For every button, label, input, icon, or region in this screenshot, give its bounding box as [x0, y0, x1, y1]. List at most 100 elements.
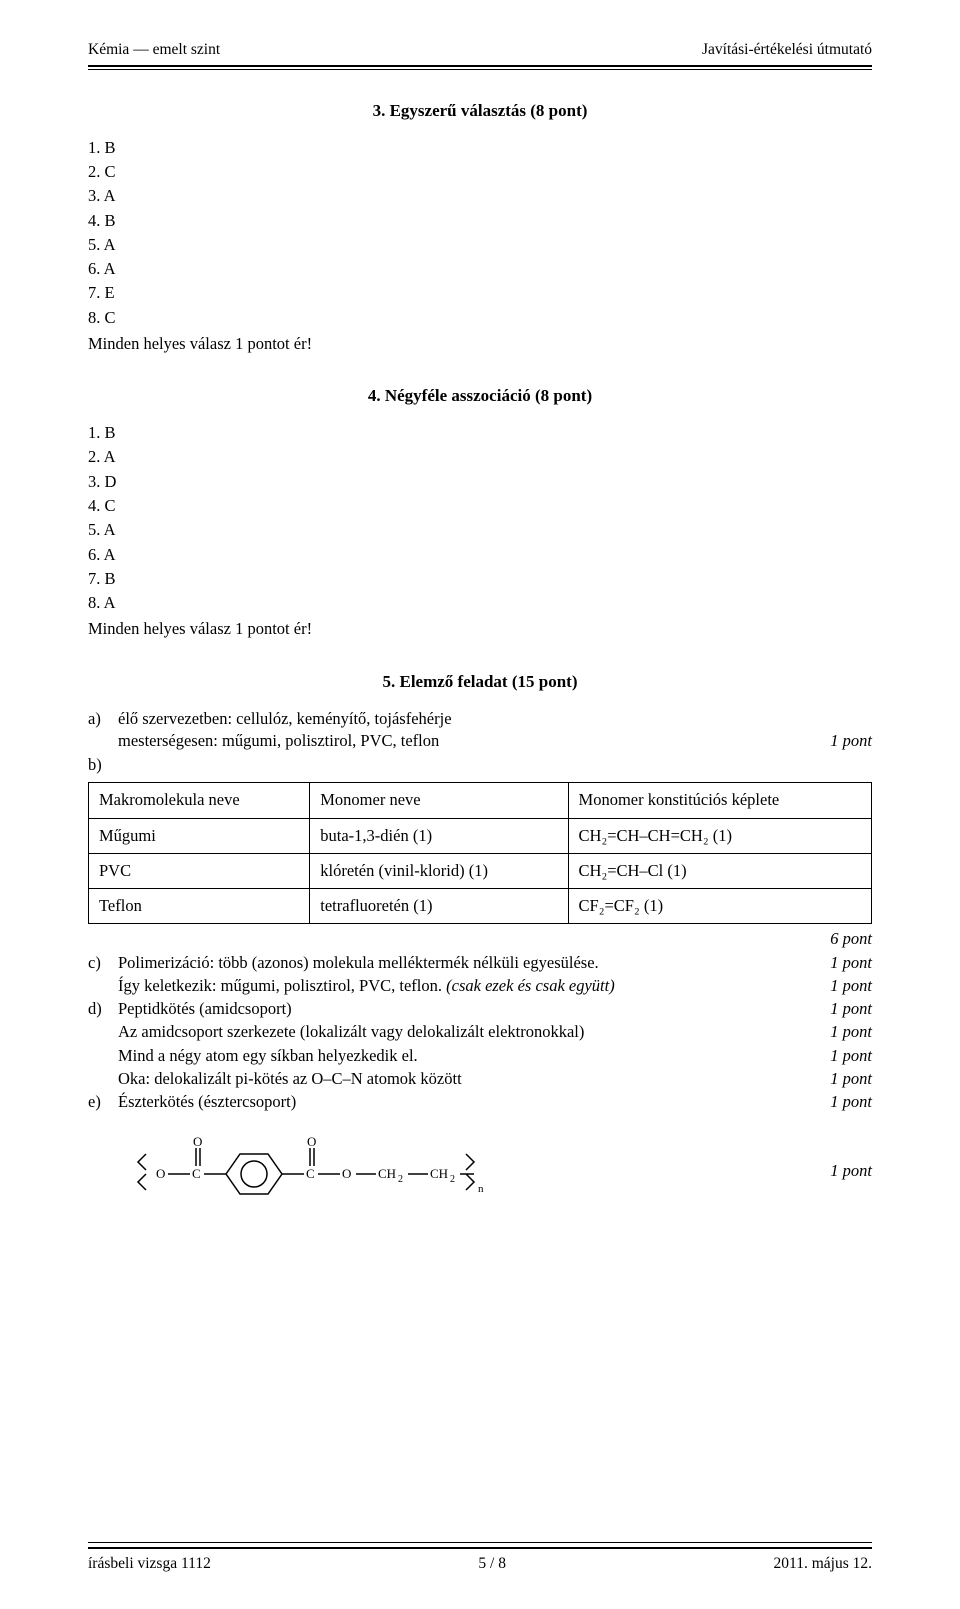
item-text: Az amidcsoport szerkezete (lokalizált va… [118, 1021, 830, 1043]
table-cell: buta-1,3-dién (1) [310, 818, 568, 853]
answer: 8. C [88, 307, 872, 329]
svg-text:O: O [193, 1134, 202, 1149]
item-label [88, 1021, 118, 1043]
svg-text:C: C [192, 1166, 201, 1181]
item-b-body [118, 754, 872, 776]
answer: 1. B [88, 137, 872, 159]
list-item: c)Polimerizáció: több (azonos) molekula … [88, 952, 872, 974]
table-cell: CH₂=CH–CH=CH₂ (1) [568, 818, 871, 853]
section2-title: 4. Négyféle asszociáció (8 pont) [88, 385, 872, 408]
table-row: PVC klóretén (vinil-klorid) (1) CH₂=CH–C… [89, 853, 872, 888]
item-label [88, 1068, 118, 1090]
table-row: Makromolekula neve Monomer neve Monomer … [89, 783, 872, 818]
list-item: Így keletkezik: műgumi, polisztirol, PVC… [88, 975, 872, 997]
svg-text:O: O [156, 1166, 165, 1181]
table-cell: tetrafluoretén (1) [310, 889, 568, 924]
list-item: Mind a négy atom egy síkban helyezkedik … [88, 1045, 872, 1067]
item-text: Peptidkötés (amidcsoport) [118, 998, 830, 1020]
footer-center: 5 / 8 [478, 1554, 506, 1575]
answer: 7. B [88, 568, 872, 590]
item-a-label: a) [88, 708, 106, 753]
list-item: e)Észterkötés (észtercsoport)1 pont [88, 1091, 872, 1113]
item-b: b) [88, 754, 872, 776]
table-points: 6 pont [88, 928, 872, 950]
item-text: Mind a négy atom egy síkban helyezkedik … [118, 1045, 830, 1067]
svg-text:2: 2 [450, 1174, 455, 1185]
answer: 7. E [88, 282, 872, 304]
header-right: Javítási-értékelési útmutató [702, 40, 872, 61]
item-text: Így keletkezik: műgumi, polisztirol, PVC… [118, 975, 830, 997]
table-cell: CH₂=CH–Cl (1) [568, 853, 871, 888]
item-text: Oka: delokalizált pi-kötés az O–C–N atom… [118, 1068, 830, 1090]
monomer-table: Makromolekula neve Monomer neve Monomer … [88, 782, 872, 924]
list-item: Az amidcsoport szerkezete (lokalizált va… [88, 1021, 872, 1043]
section2-note: Minden helyes válasz 1 pontot ér! [88, 618, 872, 640]
item-a-body: élő szervezetben: cellulóz, keményítő, t… [118, 708, 872, 753]
table-row: Teflon tetrafluoretén (1) CF₂=CF₂ (1) [89, 889, 872, 924]
list-item: Oka: delokalizált pi-kötés az O–C–N atom… [88, 1068, 872, 1090]
header-left: Kémia — emelt szint [88, 40, 220, 61]
chem-figure-row: O C O C [118, 1132, 872, 1212]
item-points: 1 pont [830, 952, 872, 974]
answer: 3. A [88, 185, 872, 207]
table-header: Monomer neve [310, 783, 568, 818]
item-points: 1 pont [830, 1045, 872, 1067]
answer: 5. A [88, 519, 872, 541]
item-text: Észterkötés (észtercsoport) [118, 1091, 830, 1113]
item-label [88, 975, 118, 997]
svg-text:O: O [307, 1134, 316, 1149]
section3-body: a) élő szervezetben: cellulóz, keményítő… [88, 708, 872, 1212]
table-cell: klóretén (vinil-klorid) (1) [310, 853, 568, 888]
svg-text:CH: CH [430, 1166, 448, 1181]
table-header: Monomer konstitúciós képlete [568, 783, 871, 818]
table-cell: Műgumi [89, 818, 310, 853]
section1-answers: 1. B 2. C 3. A 4. B 5. A 6. A 7. E 8. C [88, 137, 872, 329]
answer: 2. C [88, 161, 872, 183]
svg-text:2: 2 [398, 1174, 403, 1185]
item-label: d) [88, 998, 118, 1020]
footer-rules [88, 1540, 872, 1549]
section2-answers: 1. B 2. A 3. D 4. C 5. A 6. A 7. B 8. A [88, 422, 872, 614]
answer: 1. B [88, 422, 872, 444]
figure-points: 1 pont [830, 1160, 872, 1182]
lines-container: c)Polimerizáció: több (azonos) molekula … [88, 952, 872, 1114]
answer: 6. A [88, 258, 872, 280]
section1-note: Minden helyes válasz 1 pontot ér! [88, 333, 872, 355]
table-row: Műgumi buta-1,3-dién (1) CH₂=CH–CH=CH₂ (… [89, 818, 872, 853]
item-points: 1 pont [830, 1068, 872, 1090]
page-footer: írásbeli vizsga 1112 5 / 8 2011. május 1… [88, 1554, 872, 1575]
svg-text:CH: CH [378, 1166, 396, 1181]
item-a-line1: élő szervezetben: cellulóz, keményítő, t… [118, 708, 872, 730]
item-label: c) [88, 952, 118, 974]
footer-right: 2011. május 12. [774, 1554, 872, 1575]
answer: 4. C [88, 495, 872, 517]
item-a-line2-right: 1 pont [830, 730, 872, 752]
answer: 8. A [88, 592, 872, 614]
answer: 5. A [88, 234, 872, 256]
table-cell: Teflon [89, 889, 310, 924]
answer: 2. A [88, 446, 872, 468]
list-item: d)Peptidkötés (amidcsoport)1 pont [88, 998, 872, 1020]
section1-title: 3. Egyszerű választás (8 pont) [88, 100, 872, 123]
item-points: 1 pont [830, 1021, 872, 1043]
table-header: Makromolekula neve [89, 783, 310, 818]
item-label: e) [88, 1091, 118, 1113]
item-a-line2-left: mesterségesen: műgumi, polisztirol, PVC,… [118, 730, 439, 752]
page: Kémia — emelt szint Javítási-értékelési … [0, 0, 960, 1609]
item-b-label: b) [88, 754, 106, 776]
page-header: Kémia — emelt szint Javítási-értékelési … [88, 40, 872, 61]
ester-structure-icon: O C O C [118, 1132, 508, 1212]
item-label [88, 1045, 118, 1067]
answer: 6. A [88, 544, 872, 566]
header-rule-thin [88, 69, 872, 70]
header-rule-thick [88, 65, 872, 67]
item-points: 1 pont [830, 998, 872, 1020]
item-text: Polimerizáció: több (azonos) molekula me… [118, 952, 830, 974]
section3-title: 5. Elemző feladat (15 pont) [88, 671, 872, 694]
svg-text:O: O [342, 1166, 351, 1181]
item-a: a) élő szervezetben: cellulóz, keményítő… [88, 708, 872, 753]
footer-left: írásbeli vizsga 1112 [88, 1554, 211, 1575]
item-points: 1 pont [830, 1091, 872, 1113]
table-cell: CF₂=CF₂ (1) [568, 889, 871, 924]
answer: 4. B [88, 210, 872, 232]
